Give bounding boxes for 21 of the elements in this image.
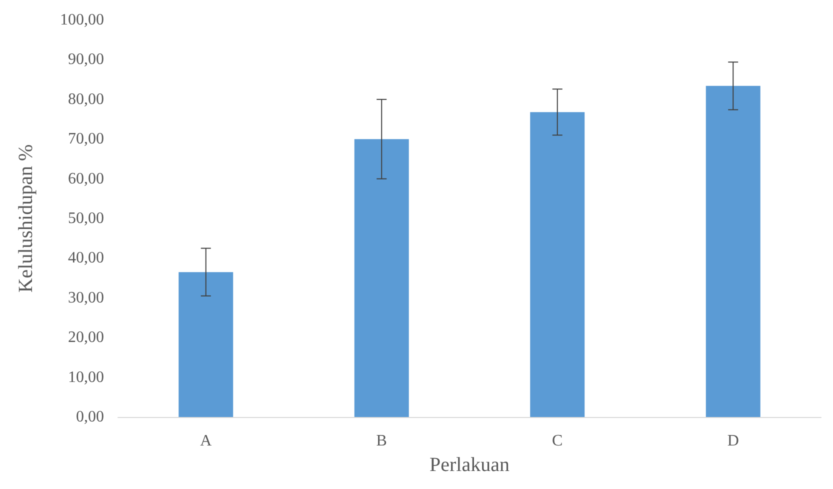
y-tick-label: 90,00 bbox=[68, 51, 104, 68]
bar bbox=[706, 86, 760, 417]
bar bbox=[178, 272, 234, 417]
y-tick-label: 60,00 bbox=[68, 170, 104, 188]
bar bbox=[354, 139, 409, 417]
y-tick-label: 40,00 bbox=[68, 250, 104, 267]
y-tick-label: 70,00 bbox=[68, 130, 104, 148]
y-tick-label: 30,00 bbox=[68, 289, 104, 306]
y-axis-title: Kelulushidupan % bbox=[15, 144, 37, 293]
x-tick-label: D bbox=[727, 432, 739, 450]
y-tick-label: 100,00 bbox=[60, 12, 104, 28]
x-tick-label: B bbox=[376, 432, 387, 450]
y-tick-label: 80,00 bbox=[68, 90, 104, 108]
x-axis-title: Perlakuan bbox=[430, 454, 510, 476]
y-tick-label: 20,00 bbox=[68, 329, 104, 346]
bar bbox=[530, 112, 585, 417]
x-tick-label: A bbox=[200, 432, 212, 450]
y-tick-label: 0,00 bbox=[76, 408, 104, 426]
y-tick-label: 10,00 bbox=[68, 368, 104, 386]
y-tick-label: 50,00 bbox=[68, 210, 104, 227]
x-tick-label: C bbox=[552, 432, 563, 450]
